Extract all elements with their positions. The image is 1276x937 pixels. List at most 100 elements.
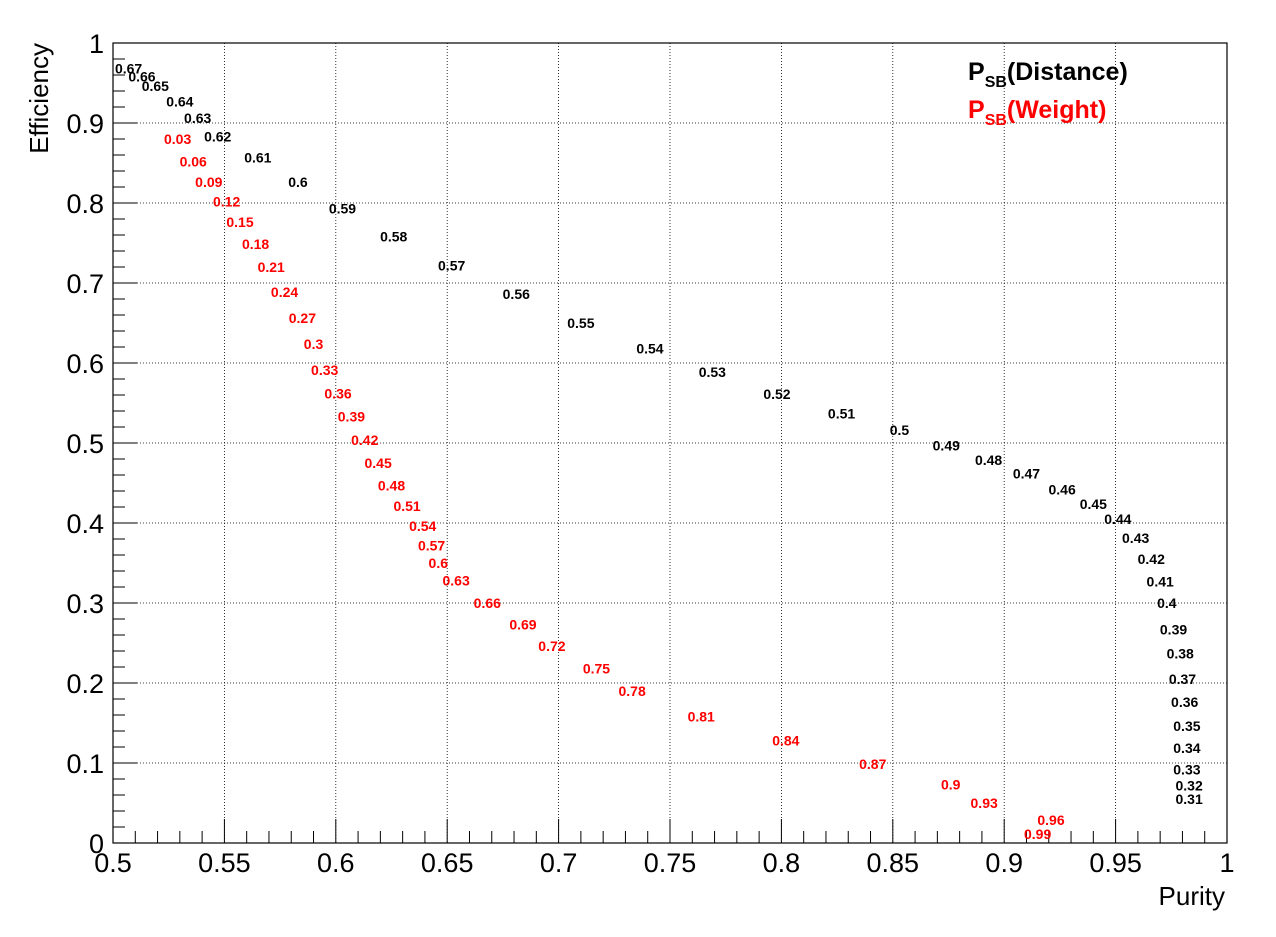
- y-tick-label: 0.9: [66, 109, 104, 139]
- point-label: 0.75: [583, 661, 610, 677]
- point-label: 0.65: [142, 78, 169, 94]
- point-label: 0.6: [288, 174, 308, 190]
- point-label: 0.59: [329, 201, 356, 217]
- point-label: 0.35: [1173, 718, 1200, 734]
- y-tick-label: 0.1: [66, 749, 104, 779]
- x-tick-label: 0.9: [985, 848, 1023, 878]
- point-label: 0.53: [699, 364, 726, 380]
- point-label: 0.42: [1138, 551, 1165, 567]
- point-label: 0.18: [242, 236, 269, 252]
- point-label: 0.56: [503, 286, 530, 302]
- point-label: 0.48: [975, 452, 1002, 468]
- y-tick-label: 0.3: [66, 589, 104, 619]
- point-label: 0.52: [763, 386, 790, 402]
- point-label: 0.21: [258, 259, 285, 275]
- point-label: 0.64: [166, 93, 193, 109]
- point-label: 0.37: [1169, 671, 1196, 687]
- x-tick-label: 0.8: [763, 848, 801, 878]
- point-label: 0.33: [311, 362, 338, 378]
- point-label: 0.63: [184, 110, 211, 126]
- point-label: 0.43: [1122, 530, 1149, 546]
- x-tick-label: 0.75: [644, 848, 697, 878]
- point-label: 0.24: [271, 284, 298, 300]
- point-label: 0.36: [324, 385, 351, 401]
- x-axis-title: Purity: [1159, 881, 1225, 911]
- series-distance: 0.670.660.650.640.630.620.610.60.590.580…: [115, 61, 1203, 807]
- legend-rest: (Distance): [1007, 58, 1128, 86]
- y-axis-title: Efficiency: [24, 43, 54, 154]
- grid: [113, 43, 1227, 843]
- y-tick-label: 1: [89, 29, 104, 59]
- legend-sub: SB: [985, 74, 1007, 91]
- y-tick-label: 0: [89, 829, 104, 859]
- point-label: 0.67: [115, 61, 142, 77]
- y-tick-label: 0.6: [66, 349, 104, 379]
- point-label: 0.78: [618, 683, 645, 699]
- point-label: 0.51: [393, 498, 420, 514]
- point-label: 0.61: [244, 149, 271, 165]
- legend-entry-weight: PSB(Weight): [968, 96, 1106, 129]
- legend-entry-distance: PSB(Distance): [968, 58, 1128, 91]
- point-label: 0.32: [1175, 777, 1202, 793]
- point-label: 0.54: [636, 341, 663, 357]
- point-label: 0.15: [226, 214, 253, 230]
- point-label: 0.81: [688, 709, 715, 725]
- point-label: 0.55: [567, 315, 594, 331]
- point-label: 0.54: [409, 518, 436, 534]
- point-label: 0.93: [971, 795, 998, 811]
- point-label: 0.09: [195, 174, 222, 190]
- point-label: 0.06: [180, 153, 207, 169]
- point-label: 0.66: [474, 595, 501, 611]
- point-label: 0.57: [418, 537, 445, 553]
- point-label: 0.31: [1175, 791, 1202, 807]
- point-label: 0.45: [365, 455, 392, 471]
- point-label: 0.96: [1037, 812, 1064, 828]
- x-tick-label: 0.65: [421, 848, 474, 878]
- y-tick-label: 0.4: [66, 509, 104, 539]
- point-label: 0.34: [1173, 740, 1200, 756]
- y-tick-label: 0.5: [66, 429, 104, 459]
- point-label: 0.99: [1024, 826, 1051, 842]
- point-label: 0.47: [1013, 465, 1040, 481]
- point-label: 0.84: [772, 733, 799, 749]
- point-label: 0.27: [289, 310, 316, 326]
- point-label: 0.48: [378, 477, 405, 493]
- point-label: 0.46: [1049, 481, 1076, 497]
- point-label: 0.12: [213, 193, 240, 209]
- point-label: 0.51: [828, 405, 855, 421]
- point-label: 0.72: [538, 638, 565, 654]
- y-tick-label: 0.8: [66, 189, 104, 219]
- point-label: 0.49: [933, 437, 960, 453]
- series-weight: 0.03 0.06 0.09 0.12 0.15 0.18 0.21 0.24 0.27 0.3 0…: [164, 131, 1065, 842]
- point-label: 0.39: [338, 409, 365, 425]
- data-points: 0.670.660.650.640.630.620.610.60.590.580…: [115, 61, 1203, 843]
- point-label: 0.03: [164, 131, 191, 147]
- point-label: 0.66: [128, 69, 155, 85]
- point-label: 0.62: [204, 129, 231, 145]
- point-label: 0.36: [1171, 694, 1198, 710]
- legend-sub: SB: [985, 112, 1007, 129]
- point-label: 0.42: [351, 432, 378, 448]
- point-label: 0.87: [859, 756, 886, 772]
- point-label: 0.5: [890, 422, 910, 438]
- point-label: 0.4: [1157, 595, 1177, 611]
- x-tick-label: 0.7: [540, 848, 578, 878]
- y-tick-label: 0.7: [66, 269, 104, 299]
- x-tick-label: 1: [1219, 848, 1234, 878]
- tick-labels: 0.5 0.55 0.6 0.65 0.7 0.75 0.8 0.85 0.9 0.95 1 0 0.1…: [66, 29, 1234, 878]
- point-label: 0.45: [1080, 496, 1107, 512]
- x-tick-label: 0.6: [317, 848, 355, 878]
- point-label: 0.69: [509, 617, 536, 633]
- point-label: 0.38: [1167, 645, 1194, 661]
- legend-rest: (Weight): [1007, 96, 1107, 124]
- x-tick-label: 0.95: [1089, 848, 1142, 878]
- legend-main: P: [968, 58, 985, 86]
- axis-ticks: [112, 42, 1228, 844]
- point-label: 0.6: [429, 555, 449, 571]
- point-label: 0.63: [442, 573, 469, 589]
- legend-main: P: [968, 96, 985, 124]
- point-label: 0.41: [1147, 573, 1174, 589]
- legend: PSB(Distance) PSB(Weight): [968, 58, 1128, 129]
- point-label: 0.33: [1173, 761, 1200, 777]
